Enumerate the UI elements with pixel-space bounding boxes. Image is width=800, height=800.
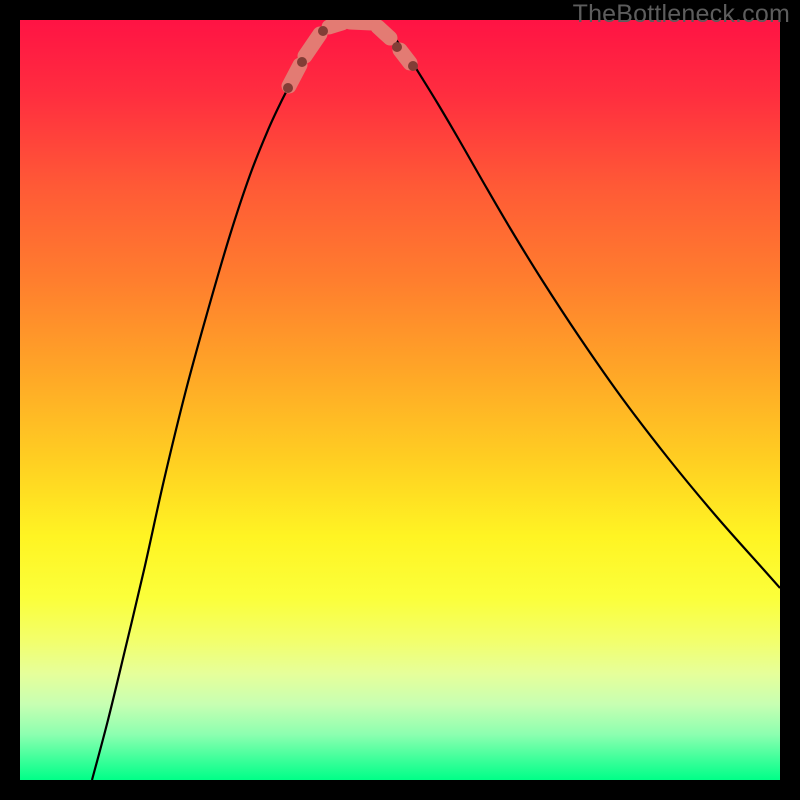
watermark-text: TheBottleneck.com	[573, 0, 790, 29]
gradient-background	[20, 20, 780, 780]
plot-svg	[0, 0, 800, 800]
chart-canvas: TheBottleneck.com	[0, 0, 800, 800]
